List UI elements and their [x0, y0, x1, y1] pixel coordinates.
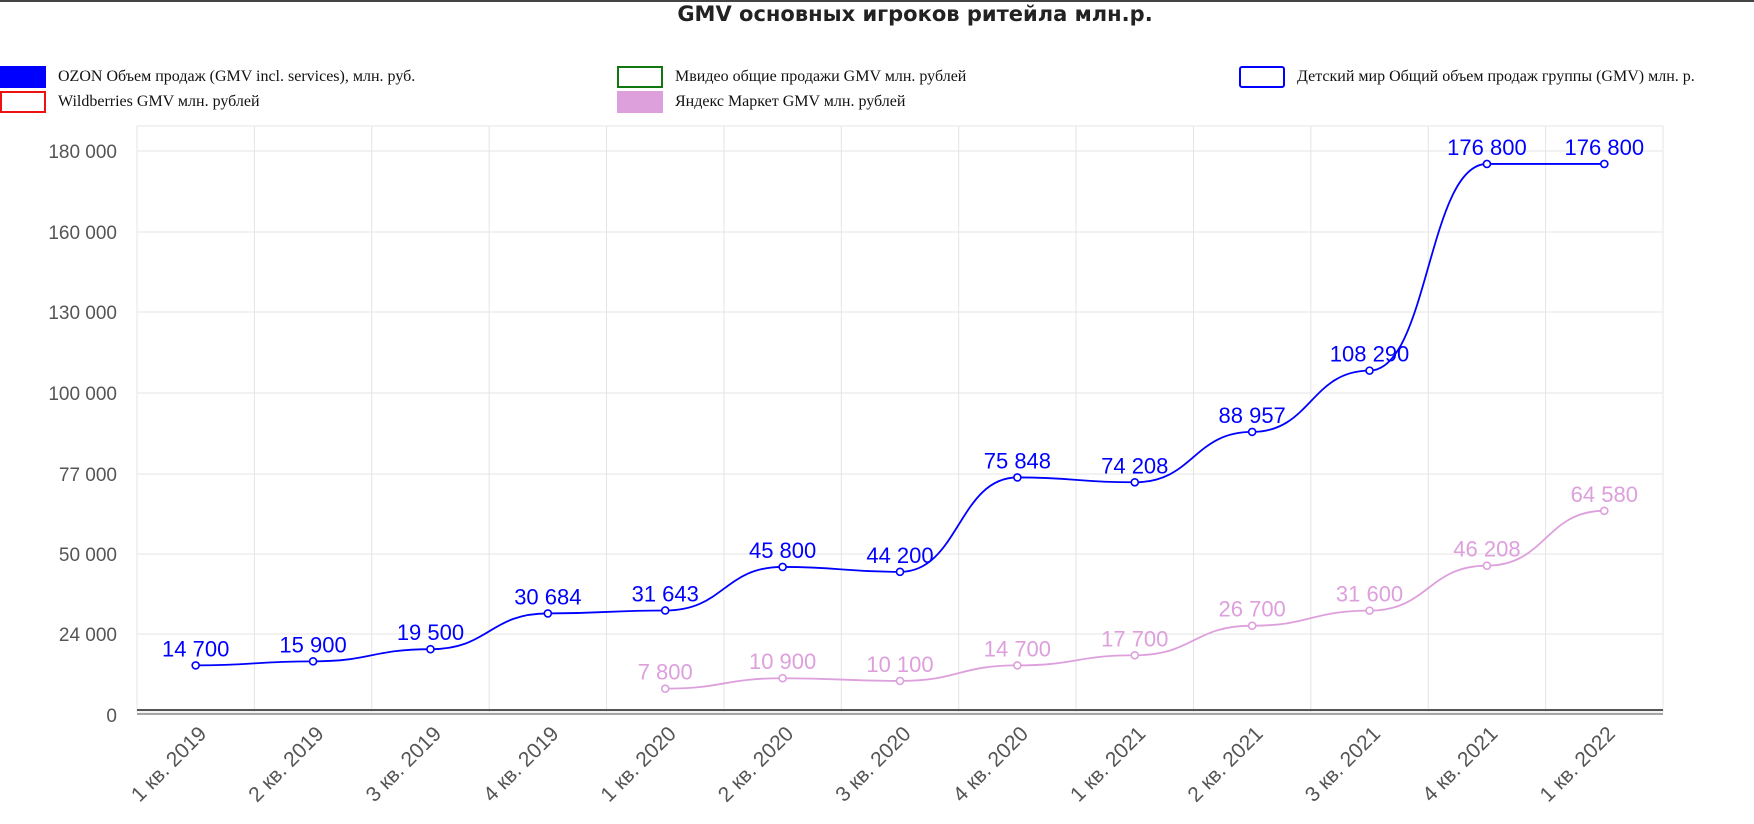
legend-swatch-mvideo	[617, 66, 663, 88]
data-point	[191, 661, 200, 670]
x-tick-label: 4 кв. 2021	[1418, 722, 1502, 806]
data-point	[1013, 661, 1022, 670]
legend-label-mvideo: Мвидео общие продажи GMV млн. рублей	[675, 68, 967, 85]
data-point	[778, 673, 787, 683]
x-tick-label: 4 кв. 2020	[949, 722, 1033, 806]
x-tick-label: 3 кв. 2021	[1301, 722, 1385, 806]
x-tick-label: 1 кв. 2022	[1536, 722, 1620, 806]
x-tick-label: 2 кв. 2019	[244, 722, 328, 806]
data-point	[543, 609, 553, 618]
data-point	[1482, 159, 1492, 169]
y-tick-label: 180 000	[48, 142, 117, 163]
top-border	[0, 0, 1754, 2]
chart-legend: OZON Объем продаж (GMV incl. services), …	[0, 0, 1754, 130]
x-tick-label: 1 кв. 2019	[127, 722, 211, 806]
data-point	[1013, 473, 1022, 482]
data-point	[1247, 621, 1257, 630]
data-point	[1365, 606, 1374, 615]
legend-swatch-ozon	[0, 66, 46, 88]
x-tick-label: 2 кв. 2020	[714, 722, 798, 806]
data-point	[895, 567, 905, 577]
data-point	[660, 606, 670, 615]
y-tick-label: 160 000	[48, 223, 117, 244]
data-label: 45 800	[749, 538, 816, 563]
legend-swatch-detskiy-mir	[1239, 66, 1285, 88]
legend-label-ozon: OZON Объем продаж (GMV incl. services), …	[58, 68, 416, 85]
data-label: 74 208	[1101, 453, 1168, 478]
x-tick-label: 4 кв. 2019	[479, 722, 563, 806]
legend-item-yandex[interactable]: Яндекс Маркет GMV млн. рублей	[617, 89, 905, 115]
data-label: 31 643	[632, 581, 699, 606]
data-point	[660, 684, 670, 693]
legend-swatch-wildberries	[0, 91, 46, 113]
data-point	[1482, 561, 1492, 570]
x-tick-label: 3 кв. 2019	[362, 722, 446, 806]
data-point	[1247, 427, 1257, 437]
legend-label-wildberries: Wildberries GMV млн. рублей	[58, 93, 260, 110]
data-label: 14 700	[984, 636, 1051, 661]
data-point	[308, 657, 318, 666]
data-label: 19 500	[397, 620, 464, 645]
data-point	[1365, 366, 1374, 375]
legend-label-detskiy-mir: Детский мир Общий объем продаж группы (G…	[1297, 68, 1695, 85]
legend-label-yandex: Яндекс Маркет GMV млн. рублей	[675, 93, 906, 110]
y-tick-label: 24 000	[59, 625, 117, 646]
data-label: 10 900	[749, 649, 816, 674]
data-label: 30 684	[514, 584, 581, 609]
data-label: 31 600	[1336, 582, 1403, 607]
data-label: 14 700	[162, 636, 229, 661]
data-point	[1130, 650, 1140, 660]
data-label: 44 200	[866, 543, 933, 568]
y-tick-label: 0	[106, 706, 117, 727]
data-label: 64 580	[1571, 482, 1638, 507]
data-point	[1600, 159, 1609, 169]
chart-title: GMV основных игроков ритейла млн.р.	[677, 2, 1153, 26]
y-tick-label: 130 000	[48, 303, 117, 324]
y-tick-label: 50 000	[59, 545, 117, 566]
data-label: 75 848	[984, 448, 1051, 473]
series-line	[195, 163, 1605, 667]
data-label: 176 800	[1565, 135, 1645, 160]
legend-item-mvideo[interactable]: Мвидео общие продажи GMV млн. рублей	[617, 64, 966, 90]
x-tick-label: 1 кв. 2021	[1066, 722, 1150, 806]
legend-item-ozon[interactable]: OZON Объем продаж (GMV incl. services), …	[0, 64, 415, 90]
legend-item-detskiy-mir[interactable]: Детский мир Общий объем продаж группы (G…	[1239, 64, 1695, 90]
data-label: 108 290	[1330, 342, 1410, 367]
data-label: 7 800	[638, 660, 693, 685]
legend-swatch-yandex	[617, 91, 663, 113]
data-point	[778, 562, 787, 572]
data-label: 26 700	[1219, 597, 1286, 622]
series-line	[665, 509, 1605, 690]
x-tick-label: 2 кв. 2021	[1183, 722, 1267, 806]
data-point	[1600, 506, 1609, 516]
y-tick-label: 100 000	[48, 384, 117, 405]
plot-area	[136, 125, 1664, 713]
y-tick-label: 77 000	[59, 465, 117, 486]
data-label: 17 700	[1101, 626, 1168, 651]
legend-item-wildberries[interactable]: Wildberries GMV млн. рублей	[0, 89, 260, 115]
data-point	[1130, 477, 1140, 487]
data-label: 46 208	[1453, 537, 1520, 562]
data-label: 10 100	[866, 652, 933, 677]
data-point	[426, 644, 435, 654]
data-label: 176 800	[1447, 135, 1527, 160]
data-label: 88 957	[1219, 403, 1286, 428]
data-point	[895, 676, 905, 686]
x-tick-label: 1 кв. 2020	[596, 722, 680, 806]
data-label: 15 900	[279, 632, 346, 657]
x-tick-label: 3 кв. 2020	[831, 722, 915, 806]
